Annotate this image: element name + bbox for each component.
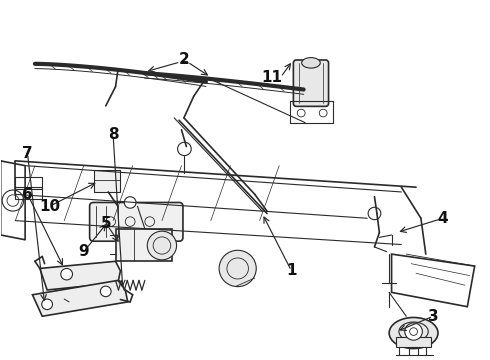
- Bar: [116, 229, 172, 261]
- Ellipse shape: [302, 58, 320, 68]
- Text: 11: 11: [261, 70, 282, 85]
- Text: 6: 6: [22, 187, 33, 202]
- Circle shape: [100, 286, 111, 297]
- Text: 10: 10: [39, 199, 60, 214]
- Circle shape: [147, 231, 176, 260]
- Bar: [15, 177, 42, 189]
- Circle shape: [61, 269, 73, 280]
- Ellipse shape: [389, 318, 438, 348]
- Polygon shape: [40, 261, 121, 290]
- Circle shape: [368, 207, 381, 220]
- Text: 2: 2: [178, 51, 189, 67]
- Text: 9: 9: [78, 244, 89, 259]
- Bar: [15, 187, 42, 199]
- Bar: [94, 170, 121, 192]
- Circle shape: [219, 250, 256, 287]
- Text: 1: 1: [286, 264, 296, 278]
- FancyBboxPatch shape: [294, 60, 329, 106]
- Circle shape: [42, 299, 52, 310]
- Text: 3: 3: [428, 309, 439, 324]
- Text: 5: 5: [100, 216, 111, 230]
- FancyBboxPatch shape: [90, 202, 183, 241]
- Text: 4: 4: [438, 211, 448, 226]
- Circle shape: [124, 197, 136, 208]
- Bar: [396, 337, 431, 347]
- Text: 8: 8: [108, 127, 119, 142]
- Text: 7: 7: [22, 146, 33, 161]
- Polygon shape: [32, 280, 128, 316]
- Circle shape: [405, 323, 422, 340]
- Circle shape: [177, 142, 191, 156]
